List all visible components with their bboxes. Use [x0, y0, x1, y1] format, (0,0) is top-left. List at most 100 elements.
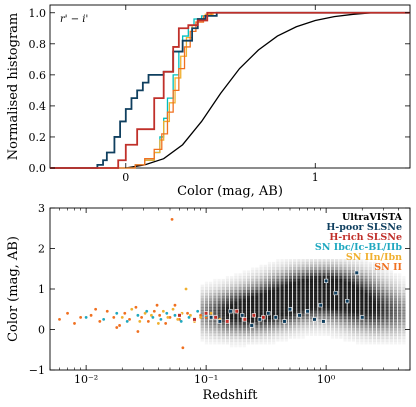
density-cell [234, 287, 238, 291]
density-cell [301, 284, 305, 288]
density-cell [322, 310, 326, 314]
density-cell [280, 315, 284, 319]
density-cell [259, 267, 263, 271]
density-cell [221, 298, 225, 302]
density-cell [284, 332, 288, 336]
density-cell [263, 310, 267, 314]
scatter-y-tick-label: 2 [38, 243, 45, 256]
scatter-point [324, 278, 329, 284]
density-cell [393, 329, 398, 334]
density-cell [314, 264, 318, 268]
density-cell [263, 341, 267, 345]
density-cell [343, 324, 347, 328]
density-cell [343, 312, 347, 317]
density-cell [309, 324, 314, 328]
density-cell [288, 270, 293, 274]
density-cell [301, 318, 305, 322]
density-cell [402, 276, 405, 279]
density-cell [330, 304, 335, 308]
density-cell [263, 318, 267, 322]
density-cell [360, 276, 364, 280]
density-cell [213, 324, 217, 328]
density-cell [309, 304, 314, 308]
density-cell [284, 264, 288, 268]
legend-entry: UltraVISTA [342, 212, 403, 223]
density-cell [368, 298, 372, 302]
density-cell [347, 321, 351, 325]
density-cell [326, 273, 330, 277]
density-cell [255, 327, 259, 331]
density-cell [322, 273, 326, 277]
density-cell [246, 341, 251, 345]
density-cell [360, 324, 364, 328]
scatter-point [204, 315, 208, 319]
density-cell [238, 335, 242, 339]
density-cell [398, 318, 402, 322]
density-cell [364, 329, 368, 334]
density-cell [288, 321, 293, 325]
density-cell [238, 312, 242, 317]
density-cell [234, 318, 238, 322]
density-cell [234, 329, 238, 334]
density-cell [372, 270, 377, 274]
density-cell [272, 318, 276, 322]
density-cell [339, 329, 343, 334]
density-cell [297, 329, 301, 334]
density-cell [225, 287, 230, 291]
density-cell [343, 327, 347, 331]
density-cell [246, 301, 251, 305]
density-cell [221, 287, 225, 291]
density-cell [385, 335, 389, 339]
density-cell [305, 304, 309, 308]
density-cell [217, 307, 221, 311]
density-cell [234, 276, 238, 280]
density-cell [255, 276, 259, 280]
density-cell [280, 293, 284, 297]
density-cell [339, 290, 343, 294]
density-cell [263, 273, 267, 277]
density-cell [225, 278, 230, 283]
density-cell [276, 324, 280, 328]
density-cell [284, 284, 288, 288]
density-cell [402, 321, 406, 325]
density-cell [339, 315, 343, 319]
density-cell [385, 295, 389, 300]
density-cell [221, 310, 225, 314]
density-cell [267, 281, 272, 285]
density-cell [330, 259, 335, 263]
scatter-point [173, 303, 177, 307]
density-cell [284, 329, 288, 334]
density-cell [297, 276, 301, 280]
density-cell [242, 301, 246, 305]
scatter-y-axis-label: Color (mag, AB) [6, 236, 21, 342]
density-cell [322, 332, 326, 336]
density-cell [225, 295, 230, 300]
density-cell [398, 338, 402, 342]
density-cell [238, 327, 242, 331]
density-cell [200, 318, 204, 322]
density-cell [351, 327, 356, 331]
density-cell [272, 287, 276, 291]
density-cell [301, 315, 305, 319]
density-cell [297, 264, 301, 268]
density-cell [360, 284, 364, 288]
density-cell [356, 307, 360, 311]
density-cell [280, 270, 284, 274]
density-cell [293, 318, 297, 322]
density-cell [309, 290, 314, 294]
density-cell [293, 327, 297, 331]
density-cell [217, 312, 221, 317]
density-cell [267, 273, 272, 277]
density-cell [314, 301, 318, 305]
density-cell [280, 318, 284, 322]
density-cell [284, 301, 288, 305]
density-cell [335, 287, 339, 291]
density-cell [339, 287, 343, 291]
density-cell [221, 293, 225, 297]
density-cell [360, 264, 364, 268]
density-cell [381, 281, 385, 285]
density-cell [326, 307, 330, 311]
density-cell [402, 324, 406, 328]
density-cell [246, 327, 251, 331]
density-cell [368, 273, 372, 277]
